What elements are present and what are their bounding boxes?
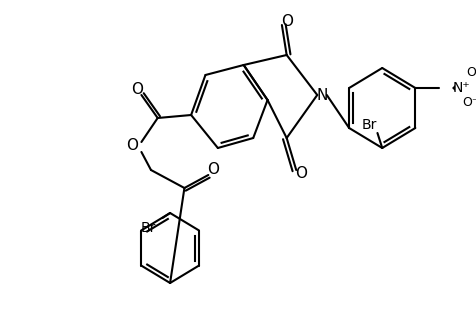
Text: O: O <box>281 14 293 30</box>
Text: O: O <box>207 163 219 177</box>
Text: O: O <box>466 67 476 79</box>
Text: Br: Br <box>362 118 377 132</box>
Text: N: N <box>317 88 327 102</box>
Text: O: O <box>130 82 143 96</box>
Text: O⁻: O⁻ <box>463 96 476 110</box>
Text: Br: Br <box>140 221 156 235</box>
Text: O: O <box>126 138 138 153</box>
Text: O: O <box>295 165 307 181</box>
Text: N⁺: N⁺ <box>452 81 470 95</box>
